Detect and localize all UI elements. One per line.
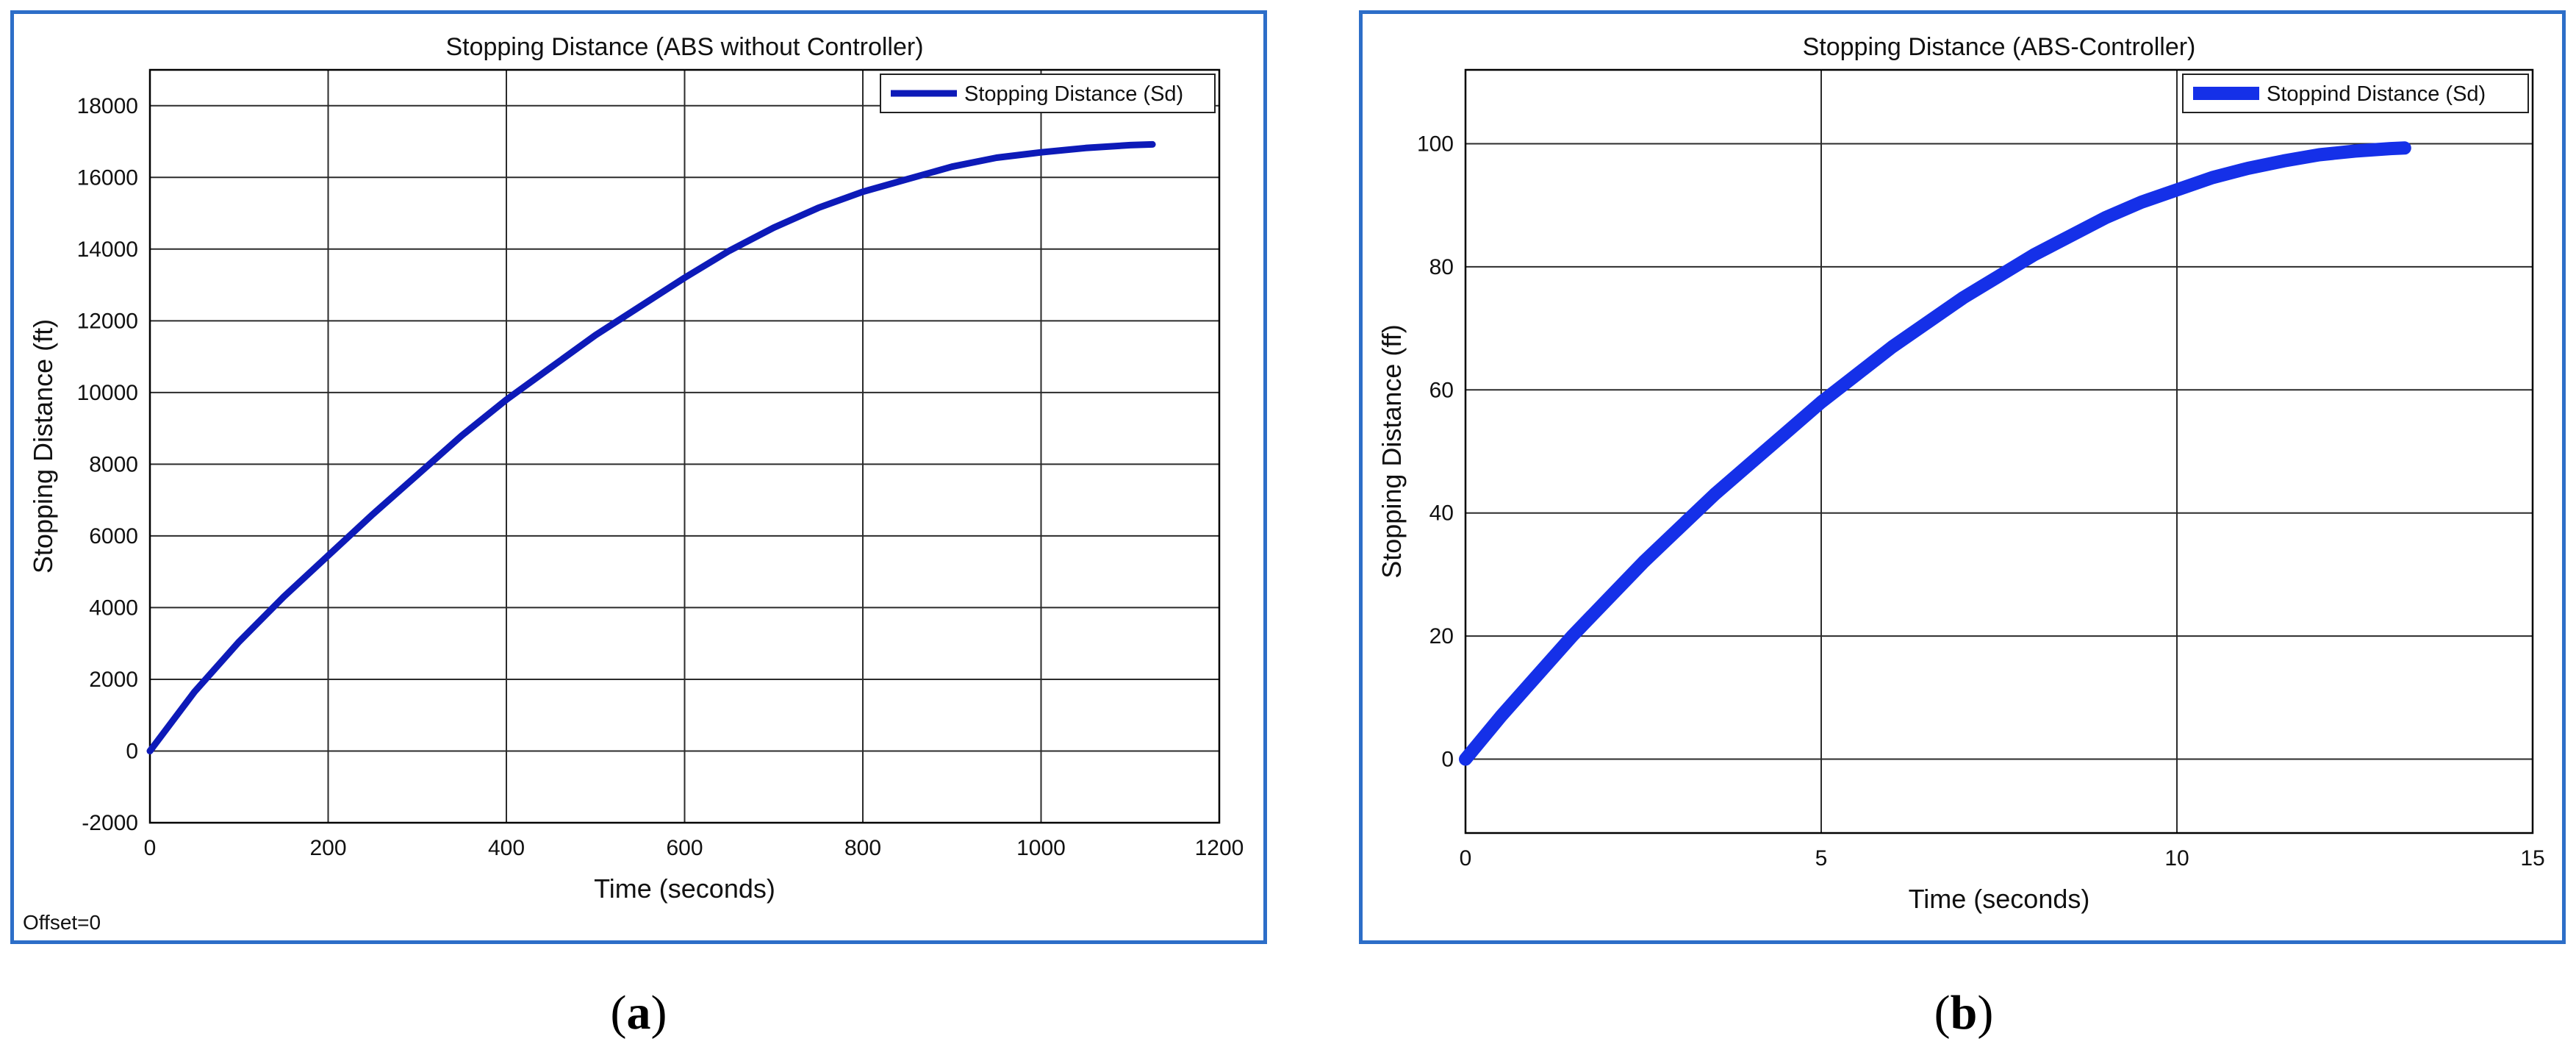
y-tick-label: 8000 <box>89 452 138 476</box>
y-tick-label: 0 <box>1441 748 1454 772</box>
x-tick-label: 400 <box>488 836 525 860</box>
x-tick-label: 1200 <box>1195 836 1244 860</box>
y-tick-label: 14000 <box>77 237 138 262</box>
x-tick-label: 0 <box>144 836 157 860</box>
offset-footnote: Offset=0 <box>23 911 101 934</box>
chart-title: Stopping Distance (ABS without Controlle… <box>445 33 923 61</box>
y-tick-label: 100 <box>1417 132 1454 156</box>
y-tick-label: 12000 <box>77 309 138 333</box>
legend: Stoppind Distance (Sd) <box>2182 74 2529 113</box>
legend: Stopping Distance (Sd) <box>880 74 1216 113</box>
series-line <box>146 140 1156 754</box>
chart-panel-a: 0 200 400 600 800 1000 1200 -2000 0 2000 4000 6000 8… <box>10 10 1267 944</box>
grid-group <box>150 70 1219 823</box>
caption-a: (a) <box>610 986 667 1040</box>
y-tick-label: 40 <box>1429 501 1454 526</box>
y-tick-label: 2000 <box>89 668 138 692</box>
y-tick-label: 18000 <box>77 94 138 118</box>
y-axis-label: Stopping Distance (ft) <box>28 319 58 573</box>
axes-box <box>148 68 1221 824</box>
chart-b-svg: 0 5 10 15 0 20 40 60 80 100 Stopping Distance (ABS… <box>1377 33 2545 914</box>
y-tick-label: 4000 <box>89 596 138 620</box>
x-tick-label: 1000 <box>1016 836 1066 860</box>
y-tick-label: 80 <box>1429 255 1454 279</box>
tick-labels: 0 200 400 600 800 1000 1200-200002000400060008… <box>77 94 1244 860</box>
x-axis-label: Time (seconds) <box>594 873 775 904</box>
series-line <box>1459 141 2411 766</box>
tick-labels: 0 5 10 15 0 20 40 60 80 100 <box>1417 132 2545 871</box>
x-tick-label: 200 <box>309 836 346 860</box>
y-tick-label: 60 <box>1429 378 1454 402</box>
x-axis-label: Time (seconds) <box>1909 884 2090 914</box>
y-tick-label: 0 <box>126 739 138 763</box>
y-axis-label: Stopping Distance (ff) <box>1377 324 1407 579</box>
chart-a-svg: 0 200 400 600 800 1000 1200-200002000400060008… <box>23 33 1244 934</box>
legend-label: Stoppind Distance (Sd) <box>2267 82 2486 106</box>
plot-area <box>1465 70 2533 833</box>
y-tick-label: -2000 <box>82 811 138 835</box>
x-tick-label: 800 <box>844 836 881 860</box>
x-tick-label: 600 <box>666 836 703 860</box>
y-tick-label: 10000 <box>77 381 138 405</box>
x-tick-label: 0 <box>1460 846 1472 871</box>
chart-panel-b: 0 5 10 15 0 20 40 60 80 100 Stopping Distance (ABS… <box>1359 10 2566 944</box>
caption-b: (b) <box>1934 986 1994 1040</box>
y-tick-label: 20 <box>1429 624 1454 648</box>
y-tick-label: 6000 <box>89 524 138 548</box>
legend-label: Stopping Distance (Sd) <box>964 82 1183 106</box>
x-tick-label: 15 <box>2520 846 2544 871</box>
grid-group <box>1465 70 2533 833</box>
x-tick-label: 10 <box>2164 846 2189 871</box>
axes-box <box>1464 68 2534 834</box>
chart-title: Stopping Distance (ABS-Controller) <box>1803 33 2196 61</box>
x-tick-label: 5 <box>1815 846 1828 871</box>
y-tick-label: 16000 <box>77 165 138 190</box>
